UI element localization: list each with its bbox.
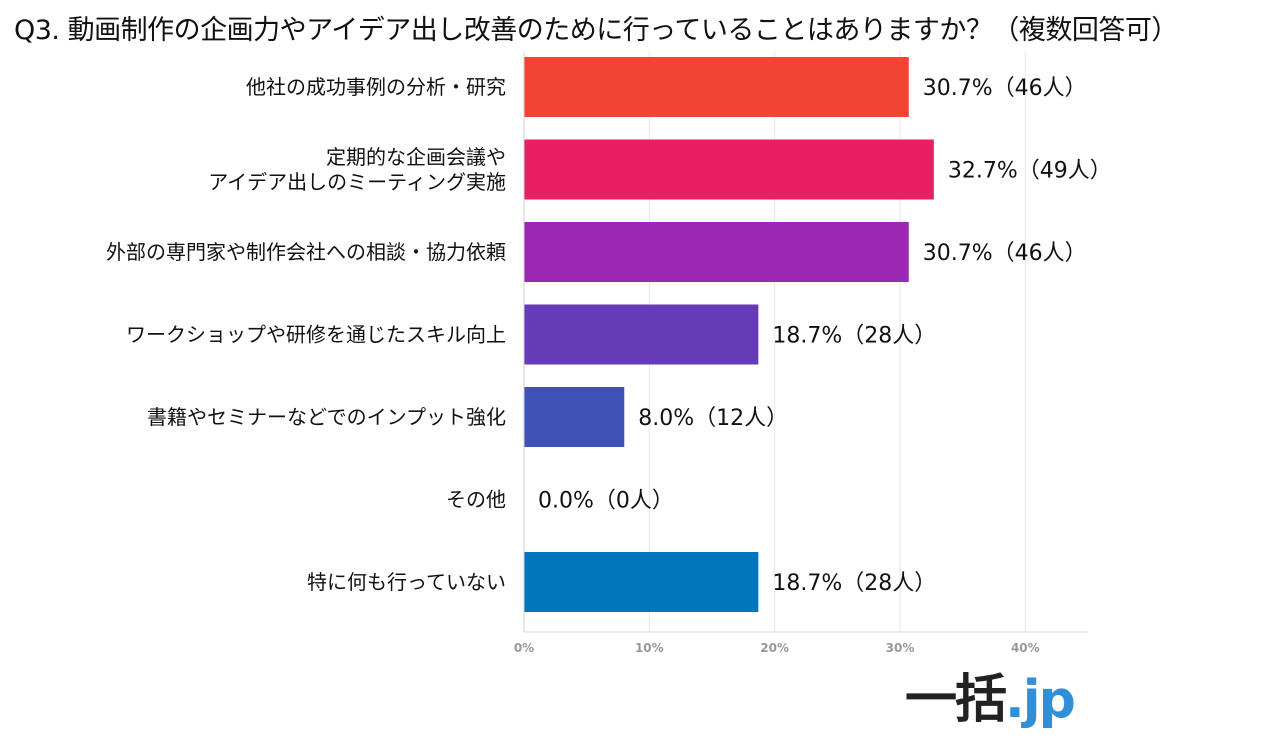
- labels: 30.7%（46人） 他社の成功事例の分析・研究 32.7%（49人） 定期的な企画会…: [106, 75, 1112, 596]
- data-label: 18.7%（28人）: [772, 571, 936, 596]
- bar: [524, 552, 759, 612]
- category-label: 定期的な企画会議や: [326, 145, 506, 169]
- data-label: 18.7%（28人）: [772, 324, 936, 349]
- x-tick-label: 40%: [1011, 641, 1040, 655]
- chart-title: Q3. 動画制作の企画力やアイデア出し改善のために行っていることはありますか？（…: [14, 15, 1178, 46]
- data-label: 30.7%（46人）: [923, 241, 1087, 266]
- category-label: 特に何も行っていない: [307, 570, 506, 594]
- logo-suffix: .jp: [1005, 670, 1076, 730]
- x-tick-label: 0%: [514, 641, 534, 655]
- logo-text: 一括: [905, 670, 1007, 730]
- x-axis: 0% 10% 20% 30% 40%: [514, 52, 1088, 655]
- category-label: アイデア出しのミーティング実施: [208, 170, 506, 194]
- data-label: 32.7%（49人）: [948, 159, 1112, 184]
- bar: [524, 139, 934, 200]
- data-label: 30.7%（46人）: [923, 76, 1087, 101]
- category-label: 他社の成功事例の分析・研究: [246, 75, 506, 99]
- brand-logo: 一括.jp: [905, 670, 1076, 730]
- bar: [524, 57, 909, 117]
- bar: [524, 304, 759, 365]
- category-label: 書籍やセミナーなどでのインプット強化: [147, 405, 506, 429]
- x-tick-label: 20%: [760, 641, 789, 655]
- category-label: その他: [446, 488, 506, 512]
- category-label: 外部の専門家や制作会社への相談・協力依頼: [106, 240, 506, 264]
- data-label: 0.0%（0人）: [538, 489, 674, 514]
- x-tick-label: 30%: [886, 641, 915, 655]
- x-tick-label: 10%: [635, 641, 664, 655]
- bar: [524, 387, 625, 447]
- bars: [524, 57, 934, 612]
- data-label: 8.0%（12人）: [638, 406, 788, 431]
- bar: [524, 222, 909, 282]
- category-label: ワークショップや研修を通じたスキル向上: [126, 323, 506, 347]
